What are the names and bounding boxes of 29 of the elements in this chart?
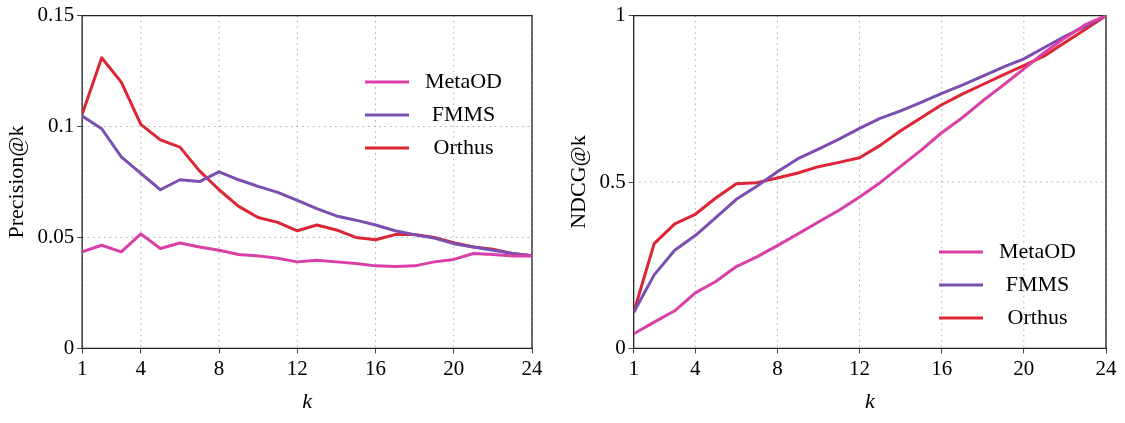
y-tick-label: 0.15 [37,2,75,27]
legend-label: FMMS [431,100,496,126]
x-tick-label: 8 [213,355,225,380]
legend-label: FMMS [1005,270,1070,296]
legend-label: MetaOD [999,237,1076,263]
x-tick-label: 12 [849,355,871,380]
x-tick-label: 24 [521,355,543,380]
x-axis-title: k [864,387,876,413]
legend-label: Orthus [433,133,494,159]
y-tick-label: 0.1 [47,113,75,138]
y-tick-label: 0.5 [599,168,626,193]
x-tick-label: 16 [931,355,953,380]
x-axis-title: k [302,387,314,413]
y-tick-label: 0 [63,334,75,359]
y-tick-label: 0 [615,334,626,359]
y-axis-title: Precision@k [2,125,28,239]
x-tick-label: 24 [1095,355,1117,380]
x-tick-label: 20 [443,355,465,380]
y-tick-label: 1 [615,2,626,27]
x-tick-label: 8 [772,355,783,380]
y-axis-title: NDCG@k [564,135,590,229]
x-tick-label: 16 [365,355,387,380]
y-tick-label: 0.05 [37,223,75,248]
legend-label: Orthus [1007,303,1068,329]
x-tick-label: 4 [690,355,702,380]
x-tick-label: 12 [286,355,308,380]
x-tick-label: 4 [135,355,147,380]
x-tick-label: 20 [1013,355,1035,380]
legend-label: MetaOD [425,67,502,93]
